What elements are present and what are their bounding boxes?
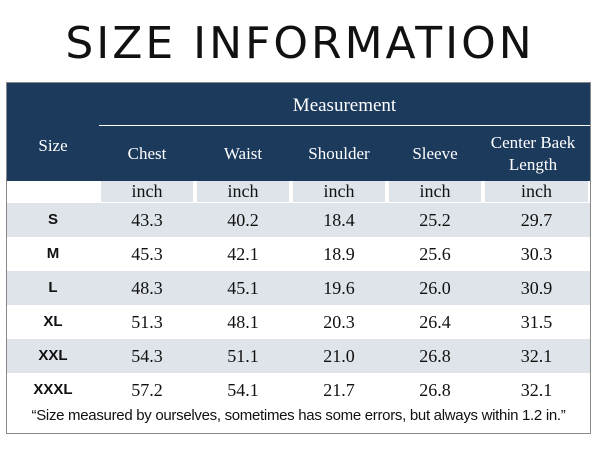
value-cell: 20.3 <box>323 312 355 332</box>
value-cell: 48.3 <box>131 278 163 298</box>
value-cell: 32.1 <box>520 346 553 366</box>
size-cell: S <box>47 211 58 228</box>
column-header-chest: Chest <box>127 144 167 163</box>
value-cell: 25.6 <box>419 244 451 264</box>
value-cell: 54.3 <box>131 346 163 366</box>
table-row: XXXL 57.2 54.1 21.7 26.8 32.1 <box>7 373 590 407</box>
unit-sleeve: inch <box>389 181 481 202</box>
column-header-center-back-length: Center Baek Length <box>490 133 576 174</box>
size-column-header: Size <box>38 136 68 155</box>
measurement-group-header: Measurement <box>292 95 397 116</box>
size-cell: XL <box>43 313 63 330</box>
table-row: XXL 54.3 51.1 21.0 26.8 32.1 <box>7 339 590 373</box>
unit-center-back-length: inch <box>485 181 588 202</box>
column-header-waist: Waist <box>223 144 263 163</box>
column-header-sleeve: Sleeve <box>412 144 458 163</box>
value-cell: 19.6 <box>323 278 355 298</box>
table-row: L 48.3 45.1 19.6 26.0 30.9 <box>7 271 590 305</box>
value-cell: 30.3 <box>520 244 553 264</box>
value-cell: 54.1 <box>227 380 259 400</box>
value-cell: 26.8 <box>419 380 451 400</box>
value-cell: 51.3 <box>131 312 163 332</box>
value-cell: 45.3 <box>131 244 163 264</box>
value-cell: 57.2 <box>131 380 163 400</box>
value-cell: 26.8 <box>419 346 451 366</box>
value-cell: 45.1 <box>227 278 259 298</box>
unit-chest: inch <box>101 181 193 202</box>
size-table: Size Measurement Chest Waist Shoulder Sl… <box>6 82 591 434</box>
unit-row: inch inch inch inch inch <box>7 181 590 203</box>
value-cell: 26.0 <box>419 278 451 298</box>
column-header-shoulder: Shoulder <box>308 144 370 163</box>
page-title: SIZE INFORMATION <box>65 18 535 69</box>
measurement-note: “Size measured by ourselves, sometimes h… <box>31 407 566 424</box>
value-cell: 29.7 <box>520 210 553 230</box>
value-cell: 32.1 <box>520 380 553 400</box>
unit-waist: inch <box>197 181 289 202</box>
size-cell: XXL <box>38 347 68 364</box>
header-divider <box>99 125 590 126</box>
value-cell: 18.9 <box>323 244 355 264</box>
size-cell: XXXL <box>33 381 73 398</box>
value-cell: 31.5 <box>520 312 553 332</box>
value-cell: 30.9 <box>520 278 553 298</box>
size-cell: L <box>48 279 58 296</box>
size-cell: M <box>46 245 60 262</box>
value-cell: 40.2 <box>227 210 259 230</box>
unit-shoulder: inch <box>293 181 385 202</box>
value-cell: 25.2 <box>419 210 451 230</box>
table-row: XL 51.3 48.1 20.3 26.4 31.5 <box>7 305 590 339</box>
table-row: S 43.3 40.2 18.4 25.2 29.7 <box>7 203 590 237</box>
table-row: M 45.3 42.1 18.9 25.6 30.3 <box>7 237 590 271</box>
value-cell: 21.0 <box>323 346 355 366</box>
value-cell: 21.7 <box>323 380 355 400</box>
value-cell: 51.1 <box>227 346 259 366</box>
value-cell: 42.1 <box>227 244 259 264</box>
value-cell: 18.4 <box>323 210 355 230</box>
value-cell: 26.4 <box>419 312 451 332</box>
value-cell: 48.1 <box>227 312 259 332</box>
value-cell: 43.3 <box>131 210 163 230</box>
table-header: Size Measurement Chest Waist Shoulder Sl… <box>7 83 590 181</box>
